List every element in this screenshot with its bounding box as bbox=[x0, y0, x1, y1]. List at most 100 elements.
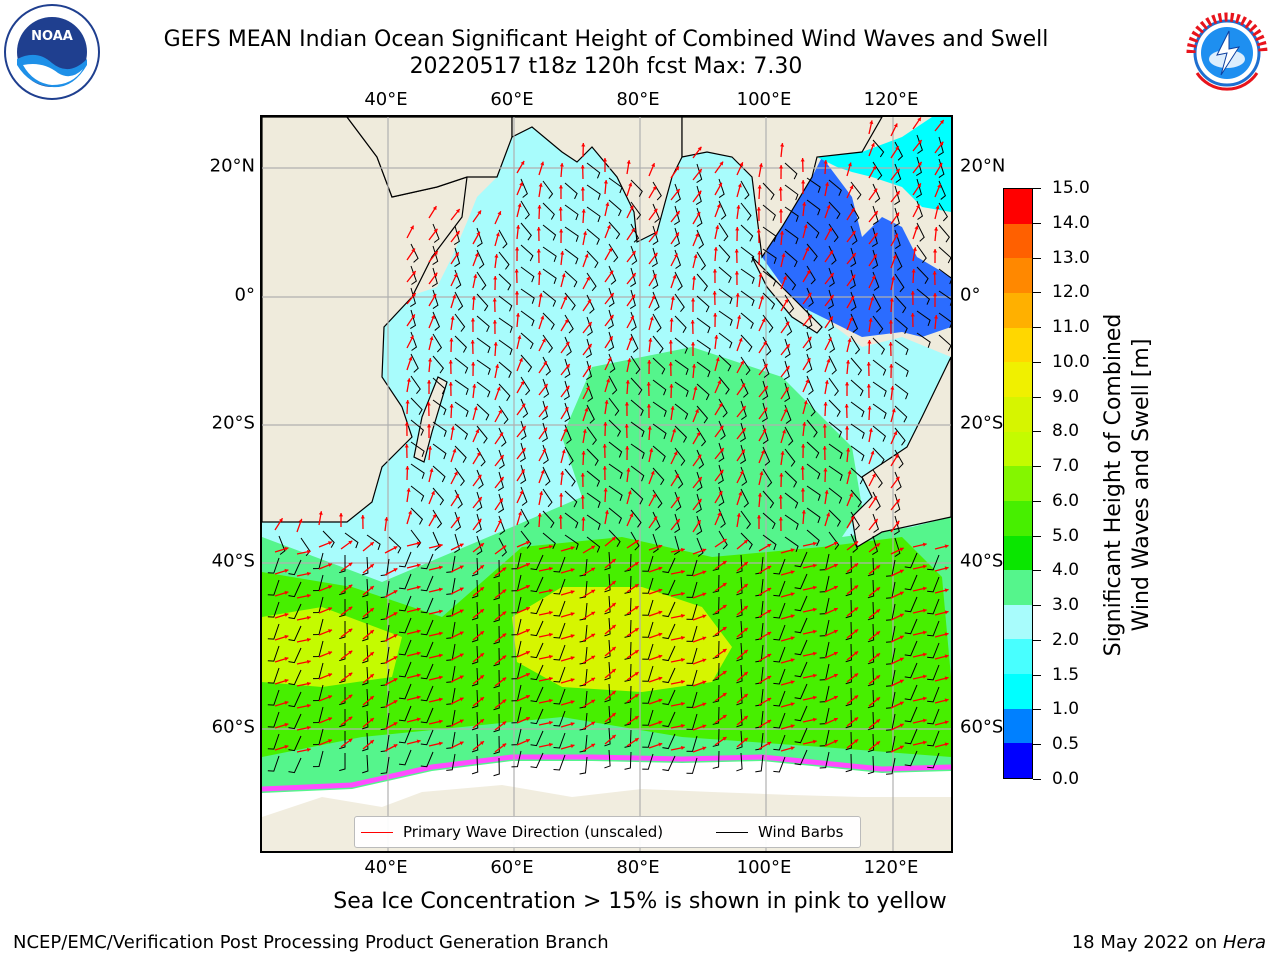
colorbar bbox=[1003, 188, 1033, 779]
host-name: Hera bbox=[1222, 932, 1266, 953]
wave-arrow-head bbox=[519, 182, 523, 187]
wind-barb bbox=[904, 728, 918, 745]
wind-barb bbox=[520, 508, 530, 528]
wave-arrow-head bbox=[540, 469, 545, 474]
wind-barb bbox=[867, 689, 875, 709]
wave-arrow-head bbox=[647, 426, 652, 430]
wave-arrow-head bbox=[348, 628, 353, 633]
wind-barb bbox=[867, 557, 875, 577]
wind-barb bbox=[904, 706, 918, 723]
wind-barb bbox=[755, 644, 764, 663]
wind-barb bbox=[541, 422, 548, 442]
wave-arrow-head bbox=[722, 693, 727, 697]
wind-barb bbox=[845, 753, 852, 773]
wave-arrow-head bbox=[438, 741, 443, 746]
wave-arrow-head bbox=[560, 251, 565, 255]
wave-arrow-head bbox=[824, 380, 829, 384]
wave-arrow-head bbox=[762, 428, 767, 433]
colorbar-tick-label: 1.0 bbox=[1052, 699, 1080, 720]
wave-arrow-head bbox=[828, 227, 832, 232]
wave-arrow-head bbox=[631, 228, 635, 233]
wave-arrow-head bbox=[502, 743, 507, 748]
wind-barb bbox=[736, 576, 743, 596]
wind-barb bbox=[630, 245, 638, 265]
wave-arrow-head bbox=[675, 519, 680, 523]
wind-barb bbox=[872, 447, 885, 465]
wave-arrow-head bbox=[850, 515, 855, 520]
wind-barb bbox=[471, 579, 479, 599]
wind-barb bbox=[493, 647, 500, 667]
wave-arrow-head bbox=[790, 724, 795, 729]
colorbar-tick-label: 12.0 bbox=[1052, 282, 1090, 303]
wind-barb bbox=[894, 163, 902, 183]
wave-arrow-head bbox=[432, 293, 437, 298]
wave-arrow-head bbox=[790, 570, 795, 575]
wind-barb bbox=[916, 156, 922, 176]
wind-barb bbox=[604, 573, 611, 593]
wave-arrow-head bbox=[800, 158, 805, 162]
wave-arrow-head bbox=[697, 190, 702, 195]
wave-arrow-head bbox=[477, 210, 482, 215]
colorbar-tick-mark bbox=[1033, 396, 1041, 398]
wave-arrow-head bbox=[892, 254, 897, 259]
wave-arrow-head bbox=[518, 357, 523, 362]
legend-wind-swatch bbox=[716, 832, 748, 833]
wind-barb bbox=[916, 178, 923, 198]
wind-barb bbox=[736, 752, 743, 772]
wind-barb bbox=[579, 712, 588, 731]
colorbar-segment bbox=[1004, 639, 1032, 675]
wave-arrow-head bbox=[854, 673, 859, 678]
wave-arrow-head bbox=[634, 562, 639, 566]
wind-barb bbox=[773, 712, 786, 729]
wave-arrow-head bbox=[822, 446, 827, 450]
wind-barb bbox=[894, 361, 909, 377]
wind-barb bbox=[530, 708, 544, 725]
wave-arrow-head bbox=[328, 717, 333, 722]
wave-arrow-head bbox=[609, 293, 614, 297]
wind-barb bbox=[652, 533, 659, 553]
wind-barb bbox=[579, 580, 588, 599]
colorbar-tick-mark bbox=[1033, 535, 1041, 537]
wind-barb bbox=[454, 379, 469, 395]
wave-arrow-head bbox=[537, 271, 542, 275]
wave-arrow-head bbox=[634, 584, 639, 588]
wave-arrow-head bbox=[779, 231, 785, 235]
wave-arrow-head bbox=[675, 210, 680, 215]
wind-barb bbox=[806, 243, 818, 262]
wave-arrow-head bbox=[474, 252, 479, 257]
wave-arrow-head bbox=[520, 160, 525, 165]
wave-arrow-head bbox=[757, 493, 763, 497]
wave-arrow-head bbox=[543, 405, 548, 410]
wave-arrow-head bbox=[812, 717, 817, 722]
colorbar-tick-mark bbox=[1033, 744, 1041, 746]
wind-barb bbox=[624, 641, 632, 660]
wave-arrow-head bbox=[767, 631, 772, 636]
wind-barb bbox=[695, 185, 702, 205]
wind-barb bbox=[885, 757, 896, 775]
wind-barb bbox=[564, 512, 579, 529]
wind-barb bbox=[608, 375, 618, 395]
wave-arrow-head bbox=[668, 340, 673, 344]
wave-arrow-head bbox=[580, 473, 585, 477]
wind-barb bbox=[493, 757, 500, 777]
wave-arrow-head bbox=[306, 593, 311, 598]
wave-arrow-head bbox=[867, 406, 872, 410]
wind-barb bbox=[794, 749, 808, 766]
wind-barb bbox=[432, 443, 447, 460]
wind-barb bbox=[604, 749, 611, 769]
wave-arrow-head bbox=[298, 518, 303, 523]
wave-arrow-head bbox=[803, 224, 808, 229]
wind-barb bbox=[806, 485, 821, 501]
wave-arrow-head bbox=[738, 491, 743, 496]
wave-arrow-head bbox=[697, 477, 702, 481]
wave-arrow-head bbox=[393, 700, 398, 704]
wind-barb bbox=[696, 383, 710, 401]
wind-barb bbox=[542, 488, 553, 508]
wave-arrow-head bbox=[525, 606, 530, 611]
wave-arrow-head bbox=[591, 655, 596, 660]
wave-arrow-head bbox=[611, 735, 616, 739]
wave-arrow-head bbox=[519, 490, 524, 495]
wind-barb bbox=[762, 490, 775, 509]
wind-barb bbox=[740, 224, 754, 242]
wave-arrow-head bbox=[453, 471, 458, 476]
